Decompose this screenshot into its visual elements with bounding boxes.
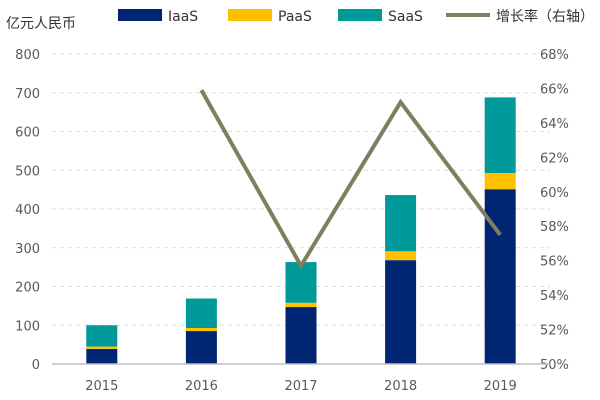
x-tick-label: 2016	[185, 379, 218, 394]
bar-saas-2019	[484, 97, 516, 173]
legend: IaaS PaaS SaaS 增长率（右轴）	[118, 8, 594, 25]
y2-tick-label: 66%	[540, 82, 569, 97]
x-tick-label: 2017	[284, 379, 317, 394]
y-tick-label: 0	[32, 358, 40, 373]
bar-paas-2016	[185, 327, 217, 332]
legend-swatch-iaas	[118, 9, 162, 21]
y-tick-label: 200	[15, 281, 40, 296]
y-axis-unit-label: 亿元人民币	[6, 16, 76, 32]
x-tick-label: 2019	[484, 379, 517, 394]
y-tick-label: 600	[15, 126, 40, 141]
y-tick-label: 100	[15, 319, 40, 334]
bar-iaas-2018	[385, 260, 417, 364]
y-tick-label: 700	[15, 87, 40, 102]
axes: 0 100 200 300 400 500 600 700 800 50% 52% 54% 56% 58%…	[15, 48, 569, 394]
growth-line	[199, 89, 502, 270]
y2-tick-label: 50%	[540, 358, 569, 373]
legend-label: IaaS	[168, 9, 198, 25]
bar-paas-2015	[86, 346, 118, 349]
y2-tick-label: 68%	[540, 48, 569, 63]
y-tick-label: 300	[15, 242, 40, 257]
y2-tick-label: 56%	[540, 255, 569, 270]
bar-paas-2017	[285, 302, 317, 308]
legend-label: PaaS	[278, 9, 312, 25]
y-tick-label: 800	[15, 48, 40, 63]
bar-saas-2018	[385, 195, 417, 252]
bar-iaas-2019	[484, 189, 516, 364]
legend-swatch-saas	[338, 9, 382, 21]
bar-iaas-2016	[185, 331, 217, 364]
legend-swatch-paas	[228, 9, 272, 21]
bar-paas-2019	[484, 172, 516, 190]
growth-rate-line	[199, 89, 502, 270]
bar-iaas-2017	[285, 307, 317, 364]
y2-tick-label: 52%	[540, 324, 569, 339]
bars	[86, 97, 516, 364]
bar-saas-2015	[86, 325, 118, 347]
y2-tick-label: 64%	[540, 117, 569, 132]
legend-label: 增长率（右轴）	[496, 8, 594, 25]
legend-label: SaaS	[388, 9, 423, 25]
y2-tick-label: 54%	[540, 289, 569, 304]
x-tick-label: 2015	[85, 379, 118, 394]
y2-tick-label: 58%	[540, 220, 569, 235]
bar-iaas-2015	[86, 348, 118, 364]
x-tick-label: 2018	[384, 379, 417, 394]
bar-saas-2016	[185, 298, 217, 328]
y-tick-label: 400	[15, 203, 40, 218]
y2-tick-label: 60%	[540, 186, 569, 201]
y2-tick-label: 62%	[540, 151, 569, 166]
y-tick-label: 500	[15, 164, 40, 179]
bar-paas-2018	[385, 251, 417, 261]
